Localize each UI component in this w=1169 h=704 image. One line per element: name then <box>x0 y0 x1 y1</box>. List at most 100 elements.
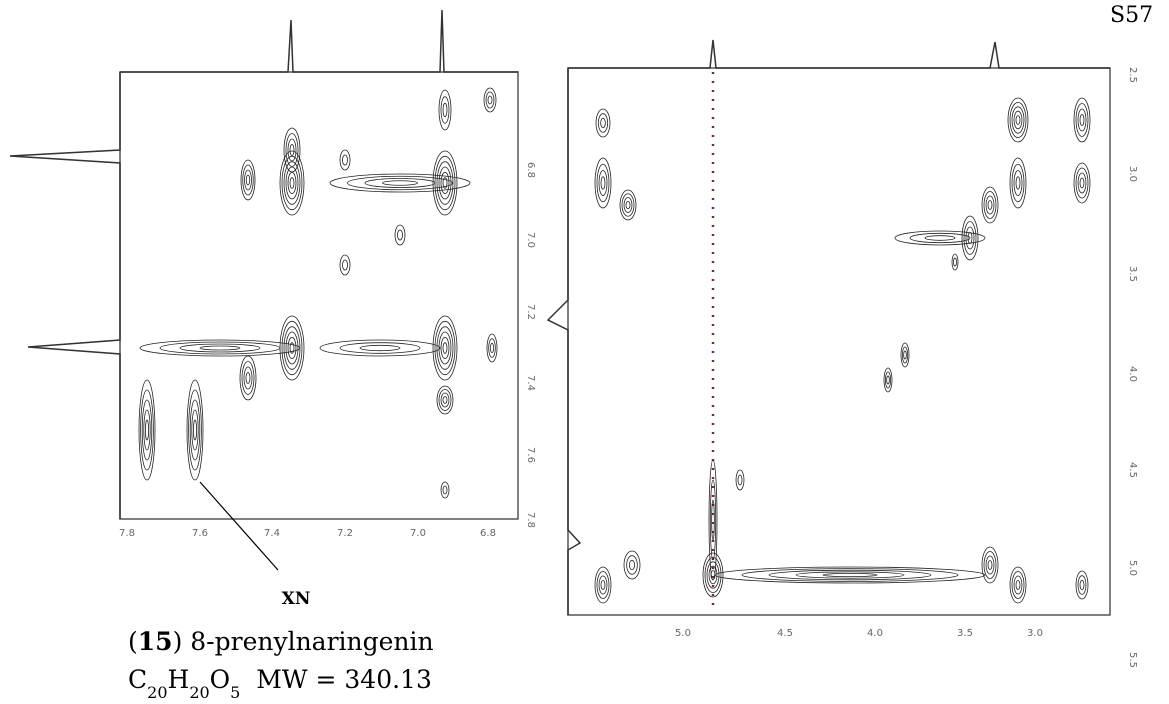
contour <box>438 166 452 200</box>
contour <box>436 326 454 370</box>
projection-top <box>568 39 1110 69</box>
contour <box>981 186 999 224</box>
contour <box>179 343 261 353</box>
contour <box>900 342 910 368</box>
contour <box>894 230 986 246</box>
contour <box>737 474 743 486</box>
contour <box>159 341 281 355</box>
contour <box>985 195 995 215</box>
contour <box>1077 575 1087 595</box>
contour <box>144 419 149 441</box>
contour <box>883 367 893 393</box>
projection-top <box>120 9 518 73</box>
contour <box>1075 103 1089 137</box>
contour <box>438 331 452 365</box>
contour <box>199 345 241 351</box>
y-tick-label: 3.0 <box>1127 166 1138 182</box>
projection-left <box>546 68 582 615</box>
contour <box>339 342 421 354</box>
plot-frame <box>119 71 519 520</box>
contour <box>901 346 909 364</box>
contour <box>240 159 256 201</box>
x-tick-label: 3.5 <box>957 628 973 639</box>
contour <box>983 551 997 579</box>
contour <box>242 164 254 196</box>
contour <box>704 557 722 594</box>
contour <box>442 177 448 189</box>
contour <box>600 580 606 590</box>
contour <box>397 229 403 241</box>
contour <box>436 385 454 415</box>
contour <box>619 189 637 221</box>
contour <box>192 419 197 441</box>
contour <box>594 157 612 209</box>
caption-part: 5 <box>230 683 240 702</box>
contour <box>1079 114 1085 126</box>
contour <box>442 485 448 495</box>
contour <box>285 133 299 167</box>
contour <box>342 154 348 166</box>
contour <box>440 96 450 124</box>
right-spectrum: 5.0 4.5 4.0 3.5 3.0 2.5 3.0 3.5 4.0 4.5 5.0 5.5 <box>546 39 1138 668</box>
contour <box>442 396 448 404</box>
contour <box>708 565 718 585</box>
left-spectrum: XN 7.8 7.6 7.4 7.2 7.0 6.8 6.8 7.0 7.2 7.4 7.6 7.8 <box>9 9 536 609</box>
contour <box>141 399 153 461</box>
caption-part: C <box>128 665 147 694</box>
contour <box>702 552 724 598</box>
y-tick-label: 7.6 <box>525 447 536 463</box>
contour <box>714 566 986 584</box>
x-tick-label: 4.5 <box>777 628 793 639</box>
contour <box>342 259 348 271</box>
contour <box>625 200 631 210</box>
y-tick-label: 4.0 <box>1127 366 1138 382</box>
contour <box>442 342 448 354</box>
contour <box>903 350 907 360</box>
contour <box>488 338 496 358</box>
contour <box>434 320 456 376</box>
y-tick-label: 7.4 <box>525 375 536 391</box>
annotation: XN <box>282 589 311 609</box>
contour <box>485 91 495 109</box>
contour <box>628 559 636 571</box>
y-tick-label: 2.5 <box>1127 67 1138 83</box>
contour <box>711 499 715 541</box>
contour <box>339 149 351 171</box>
contour <box>597 113 609 133</box>
contour <box>1009 102 1027 139</box>
contour <box>436 161 454 205</box>
contour <box>1015 580 1021 590</box>
contour <box>281 155 303 211</box>
contour <box>442 102 448 118</box>
contour <box>440 481 450 499</box>
contour <box>189 399 201 461</box>
contour <box>241 361 255 395</box>
contour <box>1073 162 1091 204</box>
contour <box>600 117 606 129</box>
contour <box>951 253 959 271</box>
contour <box>438 89 452 131</box>
contour <box>822 573 878 578</box>
contour <box>285 166 299 200</box>
contour <box>329 173 471 193</box>
contour <box>486 333 498 363</box>
contour <box>143 409 151 451</box>
contour <box>1079 579 1085 591</box>
contour <box>961 215 979 261</box>
x-tick-label: 3.0 <box>1027 628 1043 639</box>
contour <box>432 315 458 381</box>
compound-formula: C20H20O5 MW = 340.13 <box>128 665 432 702</box>
contour <box>245 372 251 384</box>
contour <box>138 379 156 481</box>
contour <box>440 392 450 408</box>
contour <box>909 232 971 244</box>
contour <box>1011 163 1025 203</box>
contour <box>287 171 297 195</box>
contour <box>886 375 890 385</box>
caption-part: MW = 340.13 <box>240 665 432 694</box>
contour <box>186 379 204 481</box>
contour <box>364 178 436 188</box>
contour <box>735 469 745 491</box>
contour <box>440 336 450 360</box>
